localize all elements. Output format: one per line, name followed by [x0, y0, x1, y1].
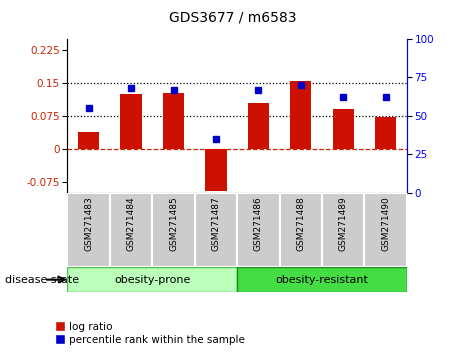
Bar [152, 193, 195, 267]
Text: GSM271488: GSM271488 [296, 197, 306, 251]
Bar [237, 267, 407, 292]
Bar [67, 193, 110, 267]
Bar [237, 193, 279, 267]
Legend: log ratio, percentile rank within the sample: log ratio, percentile rank within the sa… [52, 317, 249, 349]
Text: GSM271489: GSM271489 [339, 197, 348, 251]
Bar [110, 193, 152, 267]
Text: obesity-resistant: obesity-resistant [276, 275, 368, 285]
Bar [375, 117, 396, 149]
Text: GSM271485: GSM271485 [169, 197, 178, 251]
Bar [279, 193, 322, 267]
Bar [67, 267, 237, 292]
Bar [163, 93, 184, 149]
Text: GSM271483: GSM271483 [84, 197, 93, 251]
Text: GSM271486: GSM271486 [254, 197, 263, 251]
Text: obesity-prone: obesity-prone [114, 275, 191, 285]
Bar [78, 132, 99, 149]
Bar [290, 81, 312, 149]
Bar [195, 193, 237, 267]
Text: GSM271490: GSM271490 [381, 197, 390, 251]
Bar [365, 193, 407, 267]
Bar [206, 149, 226, 191]
Text: GSM271487: GSM271487 [212, 197, 220, 251]
Text: GSM271484: GSM271484 [126, 197, 136, 251]
Text: GDS3677 / m6583: GDS3677 / m6583 [169, 11, 296, 25]
Text: disease state: disease state [5, 275, 79, 285]
Bar [322, 193, 365, 267]
Bar [248, 103, 269, 149]
Bar [120, 94, 142, 149]
Bar [332, 109, 354, 149]
